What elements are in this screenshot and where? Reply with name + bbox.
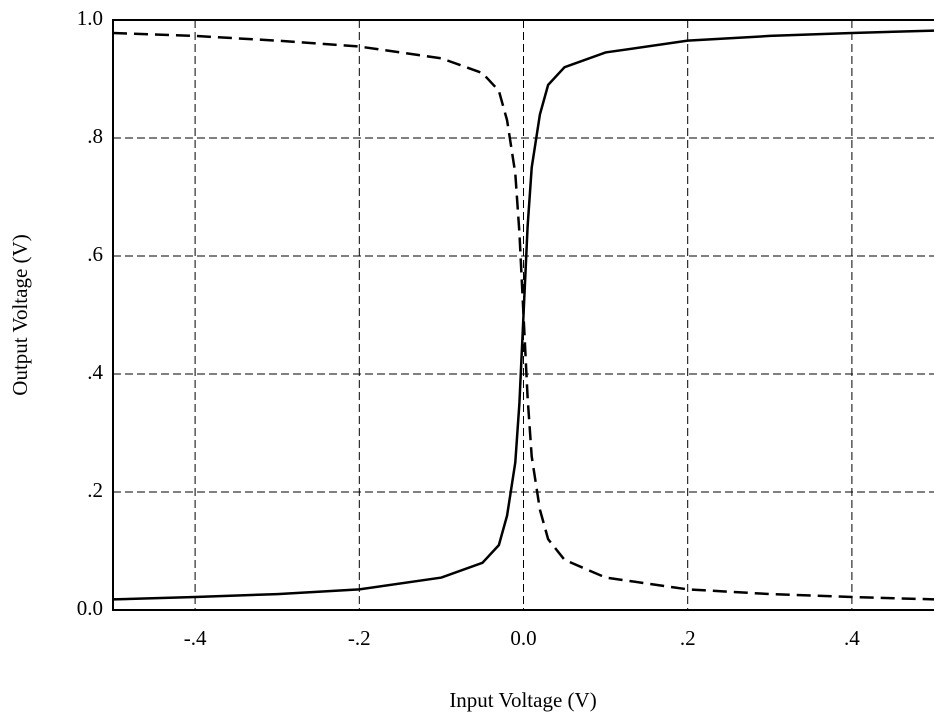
series-line [112, 29, 935, 601]
axis-frame [112, 19, 934, 611]
series-line [112, 31, 935, 601]
y-tick-label: .6 [87, 242, 103, 266]
y-tick-label: .2 [87, 478, 103, 502]
x-tick-label: .2 [680, 626, 696, 650]
y-tick-label: .4 [87, 360, 103, 384]
y-tick-label: .8 [87, 124, 103, 148]
y-axis-label: Output Voltage (V) [8, 234, 32, 395]
x-tick-label: -.2 [348, 626, 371, 650]
x-tick-label: -.4 [184, 626, 207, 650]
x-tick-label: .4 [844, 626, 860, 650]
x-tick-label: 0.0 [510, 626, 536, 650]
y-tick-label: 1.0 [77, 6, 103, 30]
y-tick-label: 0.0 [77, 596, 103, 620]
x-axis-label: Input Voltage (V) [449, 688, 596, 712]
